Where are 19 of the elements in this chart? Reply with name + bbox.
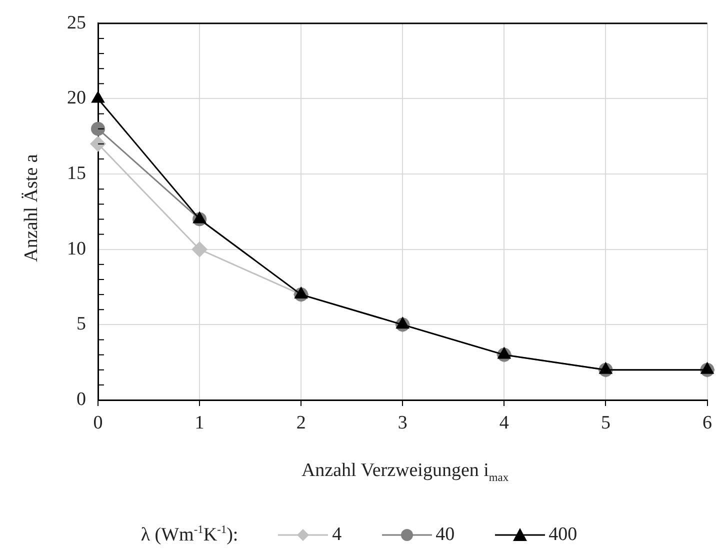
legend-label: 4	[332, 524, 342, 546]
x-axis-title: Anzahl Verzweigungen i$_{max}$	[301, 460, 509, 484]
y-axis-title: Anzahl Äste a	[21, 154, 43, 262]
y-tick-label: 15	[67, 163, 86, 184]
x-tick-label: 2	[296, 412, 306, 434]
y-tick-label: 20	[67, 88, 86, 109]
legend-title: λ (Wm$^{-1}$K$^{-1}$):	[140, 524, 238, 546]
legend-label: 400	[548, 524, 578, 546]
x-tick-label: 6	[702, 412, 712, 434]
y-tick-label: 25	[67, 12, 86, 34]
y-tick-label: 5	[76, 314, 86, 335]
y-tick-label: 0	[76, 388, 86, 410]
x-tick-label: 1	[194, 412, 204, 434]
legend-label: 40	[436, 524, 455, 546]
x-tick-label: 5	[600, 412, 610, 434]
x-tick-label: 4	[499, 412, 510, 434]
y-tick-label: 10	[67, 238, 86, 260]
x-tick-label: 3	[398, 412, 408, 434]
x-tick-label: 0	[93, 412, 103, 434]
